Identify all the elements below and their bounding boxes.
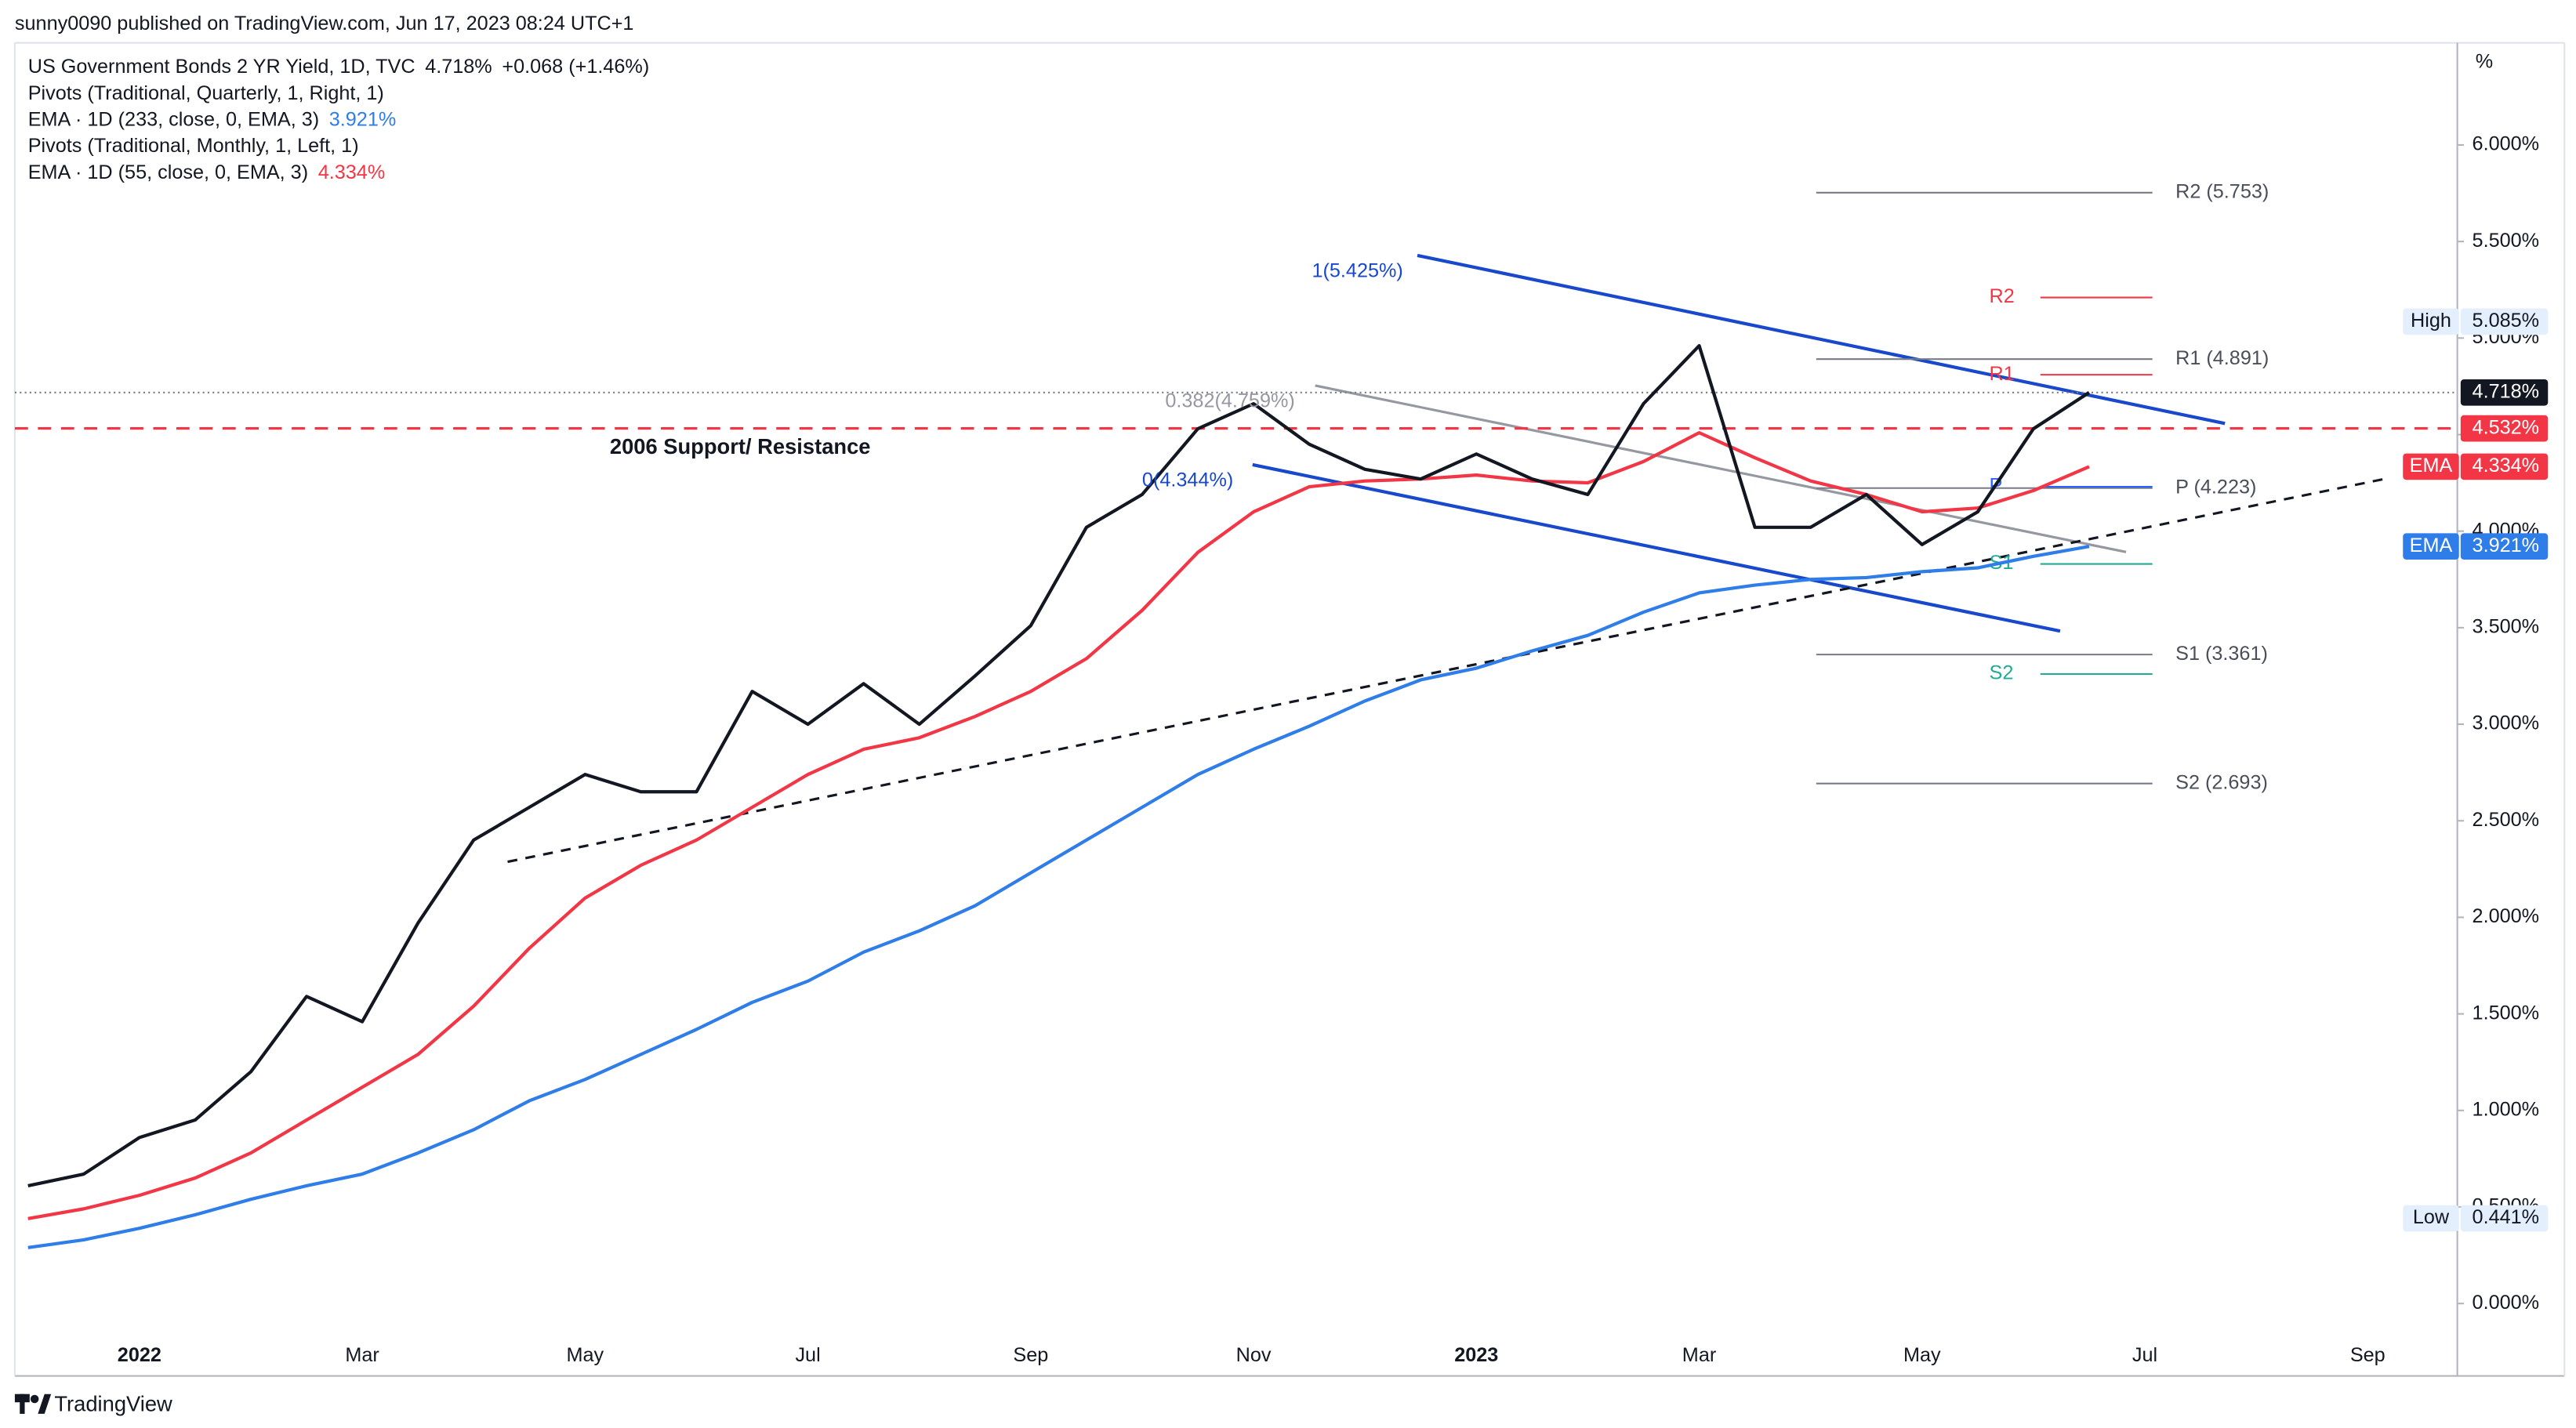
logo-mark	[30, 1394, 39, 1404]
legend-name: EMA · 1D (233, close, 0, EMA, 3)	[28, 108, 319, 130]
y-tick-label: 6.000%	[2473, 133, 2540, 155]
price-badge	[2460, 415, 2549, 442]
legend-value: +0.068 (+1.46%)	[502, 56, 649, 78]
x-tick-label: 2022	[118, 1344, 161, 1366]
fib-line	[1315, 384, 2127, 553]
y-tick-label: 2.500%	[2473, 809, 2540, 831]
y-tick-label: 5.500%	[2473, 230, 2540, 252]
y-tick-label: 3.000%	[2473, 712, 2540, 734]
y-tick-label: 2.000%	[2473, 905, 2540, 927]
pivot-label: S2	[1990, 662, 2014, 684]
x-tick-label: Jul	[795, 1344, 820, 1366]
y-tick-label: 1.000%	[2473, 1098, 2540, 1120]
legend-name: Pivots (Traditional, Quarterly, 1, Right…	[28, 82, 384, 103]
price-badge-tag	[2403, 453, 2459, 480]
price-badge-tag	[2403, 1205, 2459, 1232]
legend-entry: US Government Bonds 2 YR Yield, 1D, TVC 4…	[28, 56, 650, 78]
legend-name: Pivots (Traditional, Monthly, 1, Left, 1…	[28, 135, 359, 157]
pivot-label: P (4.223)	[2175, 476, 2256, 498]
annotation: 1(5.425%)	[1312, 260, 1402, 282]
trendline	[1252, 462, 2061, 633]
x-tick-label: Sep	[1013, 1344, 1048, 1366]
series-line	[27, 545, 2090, 1249]
pivot-label: R1 (4.891)	[2175, 347, 2269, 369]
price-badge-label: Low	[2413, 1206, 2450, 1228]
legend-entry: Pivots (Traditional, Quarterly, 1, Right…	[28, 82, 384, 103]
x-tick-label: 2023	[1454, 1344, 1498, 1366]
logo	[14, 1394, 52, 1414]
price-badge-label: High	[2411, 310, 2451, 332]
y-tick-label: 1.500%	[2473, 1002, 2540, 1024]
x-tick-label: Sep	[2350, 1344, 2386, 1366]
legend-entry: EMA · 1D (55, close, 0, EMA, 3) 4.334%	[28, 161, 386, 183]
price-badge-value: 5.085%	[2473, 310, 2540, 332]
series-line	[27, 343, 2091, 1187]
x-tick-label: May	[1903, 1344, 1941, 1366]
legend-name: EMA · 1D (55, close, 0, EMA, 3)	[28, 161, 308, 183]
brand: TradingView	[54, 1392, 172, 1416]
legend-name: US Government Bonds 2 YR Yield, 1D, TVC	[28, 56, 415, 78]
pivot-label: S2 (2.693)	[2175, 771, 2268, 793]
x-tick-label: May	[567, 1344, 604, 1366]
price-badge-value: 4.334%	[2473, 455, 2540, 477]
pivot-label: R1	[1990, 363, 2015, 385]
trendline	[1417, 253, 2226, 426]
legend-value: 3.921%	[329, 108, 397, 130]
price-badge-label: EMA	[2410, 455, 2453, 477]
price-badge	[2460, 453, 2549, 480]
legend-entry: Pivots (Traditional, Monthly, 1, Left, 1…	[28, 135, 359, 157]
price-badge-tag	[2403, 533, 2459, 560]
x-tick-label: Nov	[1236, 1344, 1272, 1366]
trendline	[507, 477, 2390, 864]
y-tick-label: 3.500%	[2473, 616, 2540, 638]
price-badge-tag	[2403, 308, 2459, 335]
x-tick-label: Jul	[2132, 1344, 2157, 1366]
x-tick-label: Mar	[1682, 1344, 1716, 1366]
legend-value: 4.334%	[318, 161, 386, 183]
y-tick-label: 0.000%	[2473, 1292, 2540, 1314]
price-badge	[2460, 379, 2549, 406]
price-badge-value: 3.921%	[2473, 535, 2540, 556]
price-badge	[2460, 533, 2549, 560]
price-badge	[2460, 1205, 2549, 1232]
annotation: 2006 Support/ Resistance	[610, 434, 871, 458]
unit: %	[2476, 51, 2493, 73]
price-badge-value: 4.718%	[2473, 380, 2540, 402]
series-line	[27, 431, 2090, 1220]
pivot-label: S1 (3.361)	[2175, 643, 2268, 665]
pivot-label: R2	[1990, 285, 2015, 307]
price-badge-label: EMA	[2410, 535, 2453, 556]
price-badge	[2460, 308, 2549, 335]
price-badge-value: 4.532%	[2473, 416, 2540, 438]
publisher: sunny0090 published on TradingView.com, …	[15, 13, 634, 34]
legend-entry: EMA · 1D (233, close, 0, EMA, 3) 3.921%	[28, 108, 397, 130]
legend-value: 4.718%	[425, 56, 492, 78]
annotation: 0(4.344%)	[1142, 469, 1233, 491]
pivot-label: R2 (5.753)	[2175, 180, 2269, 202]
price-badge-value: 0.441%	[2473, 1206, 2540, 1228]
annotation: 0.382(4.759%)	[1165, 390, 1294, 412]
logo-mark	[20, 1394, 25, 1414]
x-tick-label: Mar	[345, 1344, 379, 1366]
logo-mark	[38, 1394, 52, 1414]
